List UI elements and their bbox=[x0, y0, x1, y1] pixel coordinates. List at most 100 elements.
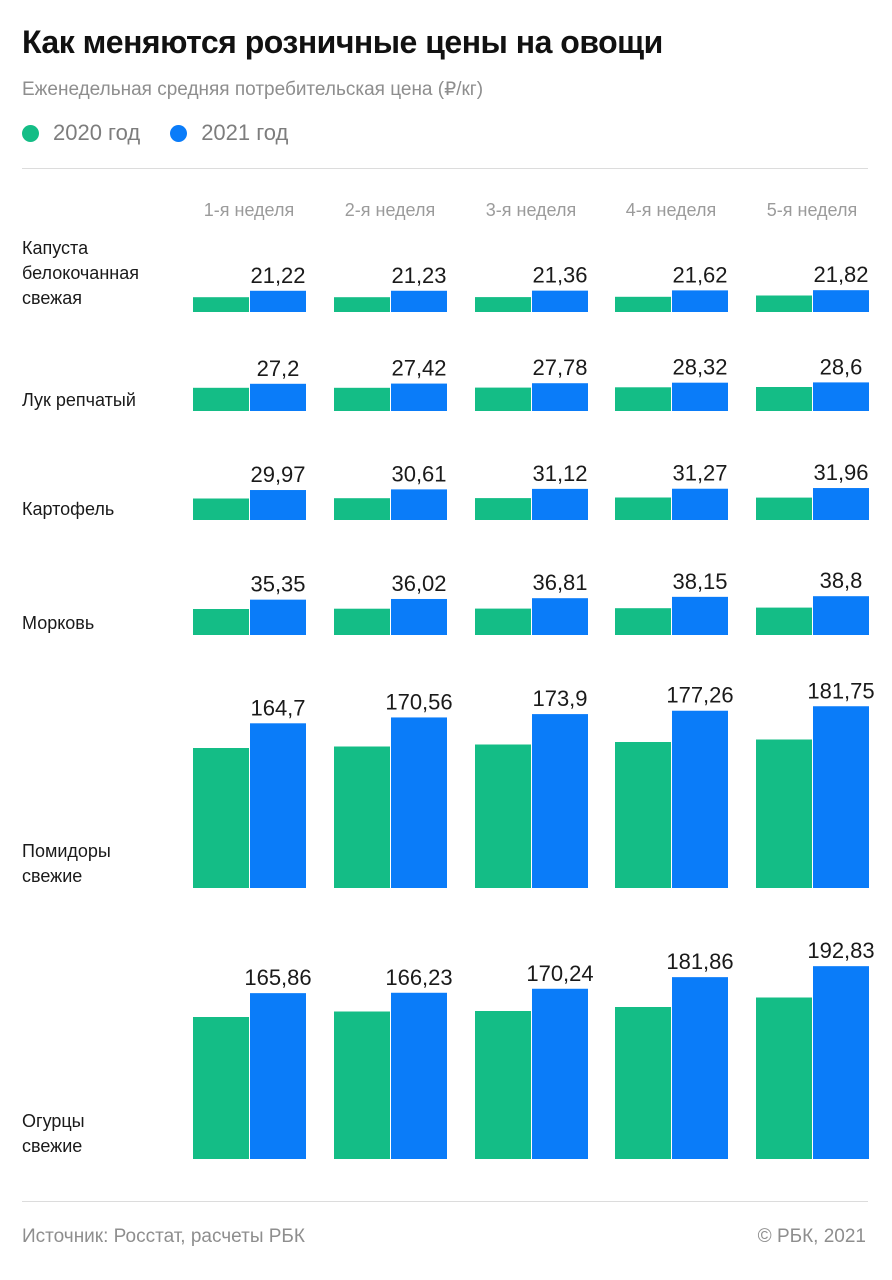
row-label-5-line-1: Помидоры bbox=[22, 841, 111, 861]
bar-1-3-2021 bbox=[532, 290, 588, 312]
chart-subtitle: Еженедельная средняя потребительская цен… bbox=[22, 79, 484, 100]
data-label-1-4: 21,62 bbox=[672, 262, 727, 287]
bar-5-1-2021 bbox=[250, 723, 306, 888]
data-label-2-4: 28,32 bbox=[672, 355, 727, 380]
data-label-6-5: 192,83 bbox=[807, 938, 874, 963]
week-header-2: 2-я неделя bbox=[345, 200, 435, 220]
data-label-3-1: 29,97 bbox=[250, 462, 305, 487]
top-divider bbox=[22, 168, 868, 169]
bottom-divider bbox=[22, 1201, 868, 1202]
data-label-3-3: 31,12 bbox=[532, 461, 587, 486]
row-label-6-line-2: свежие bbox=[22, 1136, 82, 1156]
data-label-3-2: 30,61 bbox=[391, 461, 446, 486]
bar-1-5-2020 bbox=[756, 295, 812, 312]
bar-1-1-2021 bbox=[250, 290, 306, 312]
bar-3-4-2020 bbox=[615, 497, 671, 520]
bar-1-1-2020 bbox=[193, 297, 249, 312]
bar-3-5-2021 bbox=[813, 488, 869, 520]
bar-6-4-2020 bbox=[615, 1007, 671, 1159]
data-label-4-1: 35,35 bbox=[250, 572, 305, 597]
bar-2-1-2020 bbox=[193, 387, 249, 411]
data-label-4-4: 38,15 bbox=[672, 569, 727, 594]
legend-label-2020: 2020 год bbox=[53, 120, 141, 145]
data-label-5-5: 181,75 bbox=[807, 678, 874, 703]
row-label-2-line-1: Лук репчатый bbox=[22, 390, 136, 410]
bar-5-5-2021 bbox=[813, 706, 869, 888]
bar-1-5-2021 bbox=[813, 290, 869, 312]
bar-6-1-2021 bbox=[250, 993, 306, 1159]
bar-1-3-2020 bbox=[475, 297, 531, 312]
bar-3-2-2020 bbox=[334, 498, 390, 520]
bar-4-5-2020 bbox=[756, 607, 812, 635]
data-label-1-3: 21,36 bbox=[532, 263, 587, 288]
bar-5-5-2020 bbox=[756, 739, 812, 888]
data-label-6-4: 181,86 bbox=[666, 949, 733, 974]
bar-chart: 1-я неделя 2-я неделя 3-я неделя 4-я неделя… bbox=[22, 200, 875, 1159]
bar-2-4-2020 bbox=[615, 387, 671, 411]
bar-6-2-2021 bbox=[391, 992, 447, 1159]
row-label-1-line-3: свежая bbox=[22, 288, 82, 308]
bar-6-3-2020 bbox=[475, 1011, 531, 1159]
row-label-1-line-2: белокочанная bbox=[22, 263, 139, 283]
bar-6-5-2020 bbox=[756, 997, 812, 1159]
row-label-4-line-1: Морковь bbox=[22, 613, 94, 633]
bar-5-3-2020 bbox=[475, 744, 531, 888]
bar-3-1-2020 bbox=[193, 498, 249, 520]
bar-2-4-2021 bbox=[672, 382, 728, 411]
legend-swatch-2021 bbox=[170, 124, 188, 142]
bar-6-2-2020 bbox=[334, 1011, 390, 1159]
row-label-3-line-1: Картофель bbox=[22, 499, 114, 519]
bar-2-3-2021 bbox=[532, 383, 588, 411]
legend-item-2020: 2020 год bbox=[22, 120, 140, 146]
bar-1-2-2021 bbox=[391, 290, 447, 312]
data-label-3-5: 31,96 bbox=[813, 460, 868, 485]
data-label-4-2: 36,02 bbox=[391, 571, 446, 596]
bar-6-4-2021 bbox=[672, 977, 728, 1159]
bar-1-4-2021 bbox=[672, 290, 728, 312]
bar-3-5-2020 bbox=[756, 497, 812, 520]
data-label-6-2: 166,23 bbox=[385, 965, 452, 990]
bar-6-3-2021 bbox=[532, 988, 588, 1159]
bar-1-2-2020 bbox=[334, 297, 390, 312]
source-note: Источник: Росстат, расчеты РБК bbox=[22, 1226, 305, 1247]
chart-title: Как меняются розничные цены на овощи bbox=[22, 24, 663, 60]
data-label-2-1: 27,2 bbox=[257, 356, 300, 381]
bar-4-2-2021 bbox=[391, 598, 447, 635]
data-label-4-3: 36,81 bbox=[532, 570, 587, 595]
legend-swatch-2020 bbox=[22, 124, 39, 142]
data-label-2-3: 27,78 bbox=[532, 355, 587, 380]
week-header-3: 3-я неделя bbox=[486, 200, 576, 220]
bar-5-3-2021 bbox=[532, 714, 588, 888]
bar-5-4-2021 bbox=[672, 710, 728, 888]
data-label-6-1: 165,86 bbox=[244, 965, 311, 990]
bar-4-3-2021 bbox=[532, 598, 588, 635]
bar-4-4-2020 bbox=[615, 608, 671, 635]
bar-2-3-2020 bbox=[475, 387, 531, 411]
bar-4-4-2021 bbox=[672, 596, 728, 635]
bar-2-1-2021 bbox=[250, 383, 306, 411]
bar-4-1-2021 bbox=[250, 599, 306, 635]
data-label-3-4: 31,27 bbox=[672, 461, 727, 486]
data-label-5-4: 177,26 bbox=[666, 683, 733, 708]
bar-3-4-2021 bbox=[672, 488, 728, 520]
bar-2-2-2020 bbox=[334, 387, 390, 411]
data-label-6-3: 170,24 bbox=[526, 961, 593, 986]
bar-5-2-2020 bbox=[334, 746, 390, 888]
bar-5-2-2021 bbox=[391, 717, 447, 888]
data-label-5-3: 173,9 bbox=[532, 686, 587, 711]
data-label-2-5: 28,6 bbox=[820, 354, 863, 379]
data-label-2-2: 27,42 bbox=[391, 356, 446, 381]
bar-3-2-2021 bbox=[391, 489, 447, 520]
data-label-5-2: 170,56 bbox=[385, 689, 452, 714]
data-label-5-1: 164,7 bbox=[250, 695, 305, 720]
bar-4-3-2020 bbox=[475, 608, 531, 635]
row-label-1-line-1: Капуста bbox=[22, 238, 89, 258]
legend-label-2021: 2021 год bbox=[201, 120, 289, 145]
bar-2-2-2021 bbox=[391, 383, 447, 411]
week-header-1: 1-я неделя bbox=[204, 200, 294, 220]
bar-2-5-2020 bbox=[756, 387, 812, 411]
legend-item-2021: 2021 год bbox=[170, 120, 288, 146]
data-label-1-1: 21,22 bbox=[250, 263, 305, 288]
bar-6-5-2021 bbox=[813, 966, 869, 1159]
bar-6-1-2020 bbox=[193, 1017, 249, 1159]
